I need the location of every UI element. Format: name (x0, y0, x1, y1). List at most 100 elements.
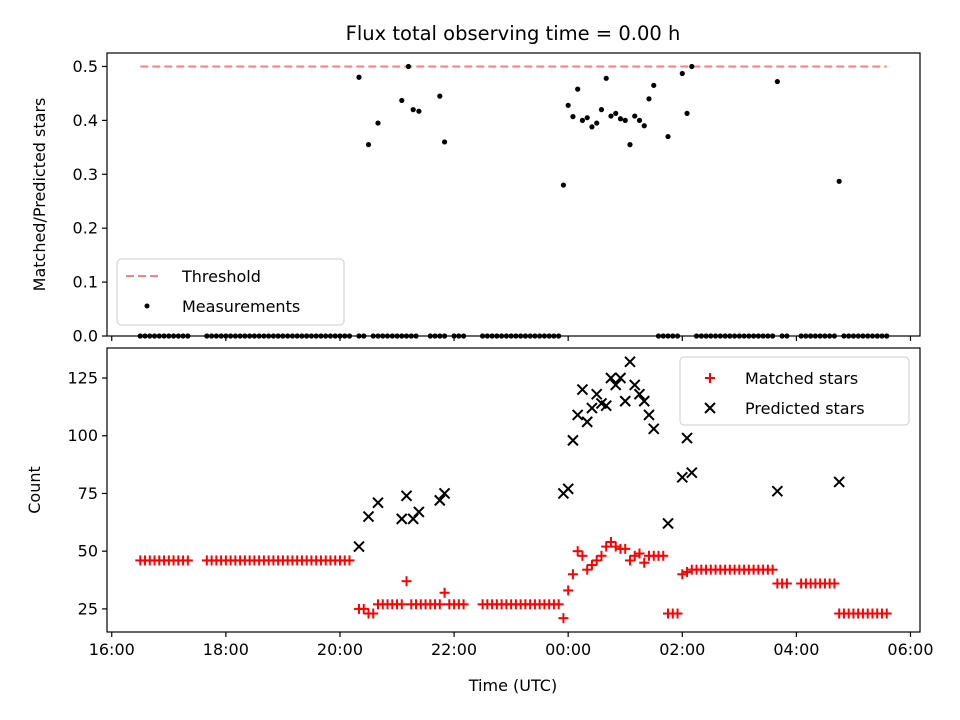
predicted-point-b (581, 416, 593, 428)
legend-predicted-label: Predicted stars (745, 399, 865, 418)
measurement-point (375, 120, 381, 126)
top-y-ticks: 0.0 0.1 0.2 0.3 0.4 0.5 (73, 57, 107, 346)
predicted-point-b (571, 409, 584, 421)
predicted-point (619, 395, 631, 407)
measurement-point (570, 114, 576, 120)
matched-point (368, 608, 379, 619)
matched-point (553, 599, 564, 610)
top-y-tick-label: 0.1 (73, 273, 98, 292)
predicted-point (396, 513, 408, 525)
matched-point (620, 543, 631, 554)
predicted-point-b (576, 383, 589, 396)
chart-title: Flux total observing time = 0.00 h (346, 22, 681, 45)
predicted-point-b (362, 510, 375, 523)
predicted-point-b (629, 379, 641, 391)
predicted-point-b (413, 506, 425, 518)
top-y-tick-label: 0.3 (73, 165, 98, 184)
predicted-point-b (681, 432, 693, 444)
measurement-point (405, 63, 412, 70)
top-x-ticks (111, 336, 912, 341)
top-y-tick-label: 0.2 (73, 219, 98, 238)
matched-point (344, 555, 355, 566)
matched-point (767, 564, 778, 575)
bottom-x-tick-label: 04:00 (773, 640, 819, 659)
matched-point (401, 576, 412, 587)
top-y-axis-label: Matched/Predicted stars (30, 98, 49, 292)
matched-point (439, 587, 450, 598)
predicted-point (638, 395, 650, 407)
matched-point (829, 578, 840, 589)
measurement-point (689, 63, 695, 70)
measurement-point (627, 142, 633, 148)
measurement-point (579, 117, 586, 123)
predicted-point-b (771, 485, 784, 497)
predicted-point (605, 372, 617, 384)
measurement-point (651, 82, 657, 88)
matched-point (434, 599, 445, 610)
matched-point (586, 560, 597, 571)
measurement-point (641, 123, 647, 129)
bottom-x-tick-label: 02:00 (659, 640, 705, 659)
predicted-point-b (619, 395, 631, 407)
predicted-point (648, 423, 660, 435)
matched-point (358, 603, 369, 614)
predicted-point-b (676, 471, 688, 484)
bottom-x-tick-label: 00:00 (545, 640, 591, 659)
predicted-point (681, 432, 693, 444)
bottom-plot-frame (106, 347, 921, 633)
legend-predicted-swatch (704, 402, 716, 414)
measurement-point (594, 120, 600, 126)
legend-predicted-marker-b (704, 402, 716, 414)
matched-point (558, 613, 569, 624)
bottom-legend: Matched stars Predicted stars (679, 356, 910, 426)
bottom-y-tick-label: 50 (78, 542, 98, 561)
predicted-point-b (567, 434, 579, 447)
bottom-y-tick-label: 75 (78, 484, 98, 503)
predicted-point (353, 540, 365, 553)
bottom-y-axis-label: Count (25, 466, 44, 514)
measurement-point (608, 113, 614, 119)
matched-point (610, 541, 621, 552)
matched-point (682, 566, 693, 577)
bottom-panel: 16:00 18:00 20:00 22:00 00:00 02:00 04:00 06:00… (25, 347, 934, 695)
predicted-point-b (633, 388, 646, 400)
predicted-point-b (590, 388, 603, 400)
matched-point (881, 608, 892, 619)
measurement-point (437, 93, 443, 99)
predicted-point-b (624, 356, 636, 368)
predicted-point-b (648, 423, 660, 435)
matched-point (672, 608, 683, 619)
predicted-point (614, 372, 627, 384)
measurement-point (632, 113, 638, 119)
top-y-tick-label: 0.4 (73, 111, 98, 130)
predicted-point (413, 506, 425, 518)
matched-point (605, 536, 616, 547)
measurement-point (603, 75, 609, 81)
predicted-point-b (434, 494, 446, 507)
matched-point (577, 550, 588, 561)
measurement-point (441, 139, 448, 145)
predicted-point (629, 379, 641, 391)
bottom-x-tick-label: 18:00 (203, 640, 249, 659)
predicted-point (586, 402, 598, 414)
predicted-point (576, 383, 589, 396)
measurement-point (684, 110, 690, 116)
predicted-point-b (638, 395, 650, 407)
measurement-point (575, 86, 581, 92)
bottom-x-tick-label: 20:00 (317, 640, 363, 659)
predicted-point (633, 388, 646, 400)
legend-matched-label: Matched stars (745, 369, 858, 388)
measurement-point (679, 70, 685, 77)
matched-point (658, 550, 669, 561)
predicted-point-b (595, 397, 608, 410)
legend-matched-swatch (705, 373, 715, 383)
matched-point (601, 541, 612, 552)
predicted-point (662, 517, 674, 530)
predicted-point (676, 471, 688, 484)
bottom-y-ticks: 25 50 75 100 125 (67, 369, 107, 618)
x-axis-label: Time (UTC) (468, 676, 557, 695)
legend-measurements-label: Measurements (182, 297, 300, 316)
measurement-point (646, 96, 652, 102)
measurement-point (774, 78, 780, 85)
